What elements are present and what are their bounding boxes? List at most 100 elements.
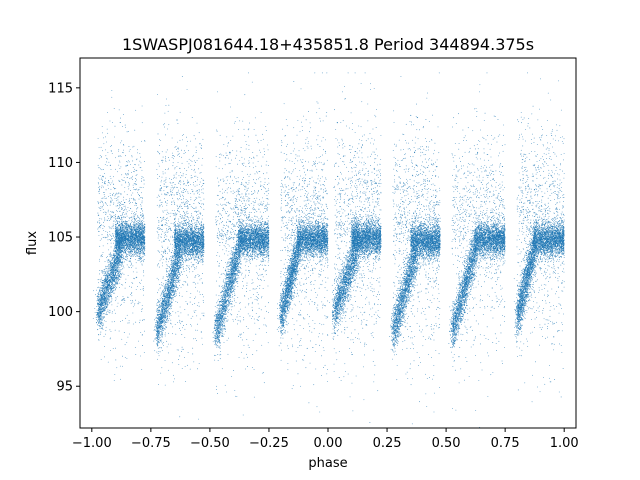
data-point <box>137 221 138 222</box>
data-point <box>113 261 114 262</box>
data-point <box>99 261 100 262</box>
data-point <box>134 146 135 147</box>
data-point <box>123 144 124 145</box>
data-point <box>102 302 103 303</box>
data-point <box>100 225 101 226</box>
data-point <box>101 156 102 157</box>
data-point <box>136 250 137 251</box>
data-point <box>117 217 118 218</box>
data-point <box>139 240 140 241</box>
data-point <box>103 225 104 226</box>
data-point <box>124 259 125 260</box>
data-point <box>119 240 120 241</box>
data-point <box>108 312 109 313</box>
data-point <box>130 202 131 203</box>
data-point <box>113 264 114 265</box>
data-point <box>118 193 119 194</box>
data-point <box>115 288 116 289</box>
data-point <box>133 239 134 240</box>
data-point <box>101 292 102 293</box>
data-point <box>101 305 102 306</box>
data-point <box>119 279 120 280</box>
data-point <box>130 233 131 234</box>
data-point <box>100 294 101 295</box>
data-point <box>113 184 114 185</box>
data-point <box>94 308 95 309</box>
data-point <box>104 317 105 318</box>
data-point <box>111 150 112 151</box>
data-point <box>100 313 101 314</box>
data-point <box>126 247 127 248</box>
data-point <box>135 110 136 111</box>
data-point <box>118 246 119 247</box>
data-point <box>139 199 140 200</box>
data-point <box>121 266 122 267</box>
data-point <box>131 195 132 196</box>
data-point <box>132 247 133 248</box>
data-point <box>135 203 136 204</box>
data-point <box>113 228 114 229</box>
data-point <box>127 358 128 359</box>
data-point <box>111 296 112 297</box>
data-point <box>109 286 110 287</box>
data-point <box>137 228 138 229</box>
data-point <box>127 174 128 175</box>
data-point <box>137 233 138 234</box>
data-point <box>131 229 132 230</box>
data-point <box>144 224 145 225</box>
data-point <box>132 246 133 247</box>
data-point <box>128 131 129 132</box>
data-point <box>114 247 115 248</box>
data-point <box>113 273 114 274</box>
data-point <box>118 275 119 276</box>
data-point <box>106 287 107 288</box>
data-point <box>135 259 136 260</box>
data-point <box>104 196 105 197</box>
data-point <box>142 245 143 246</box>
data-point <box>102 273 103 274</box>
data-point <box>132 193 133 194</box>
data-point <box>111 255 112 256</box>
data-point <box>123 236 124 237</box>
data-point <box>134 212 135 213</box>
data-point <box>124 230 125 231</box>
data-point <box>99 167 100 168</box>
data-point <box>118 239 119 240</box>
data-point <box>106 266 107 267</box>
data-point <box>115 216 116 217</box>
data-point <box>120 142 121 143</box>
data-point <box>100 318 101 319</box>
data-point <box>138 238 139 239</box>
data-point <box>130 240 131 241</box>
data-point <box>117 259 118 260</box>
data-point <box>136 229 137 230</box>
data-point <box>100 292 101 293</box>
data-point <box>141 222 142 223</box>
data-point <box>131 244 132 245</box>
data-point <box>99 279 100 280</box>
data-point <box>113 280 114 281</box>
data-point <box>103 237 104 238</box>
data-point <box>134 245 135 246</box>
data-point <box>138 223 139 224</box>
data-point <box>134 252 135 253</box>
data-point <box>124 180 125 181</box>
data-point <box>125 227 126 228</box>
data-point <box>100 175 101 176</box>
data-point <box>131 239 132 240</box>
data-point <box>125 238 126 239</box>
data-point <box>114 310 115 311</box>
data-point <box>117 250 118 251</box>
data-point <box>105 231 106 232</box>
data-point <box>141 192 142 193</box>
data-point <box>142 228 143 229</box>
data-point <box>100 322 101 323</box>
data-point <box>98 321 99 322</box>
data-point <box>113 250 114 251</box>
data-point <box>140 215 141 216</box>
data-point <box>127 260 128 261</box>
data-point <box>134 227 135 228</box>
data-point <box>130 238 131 239</box>
data-point <box>135 234 136 235</box>
